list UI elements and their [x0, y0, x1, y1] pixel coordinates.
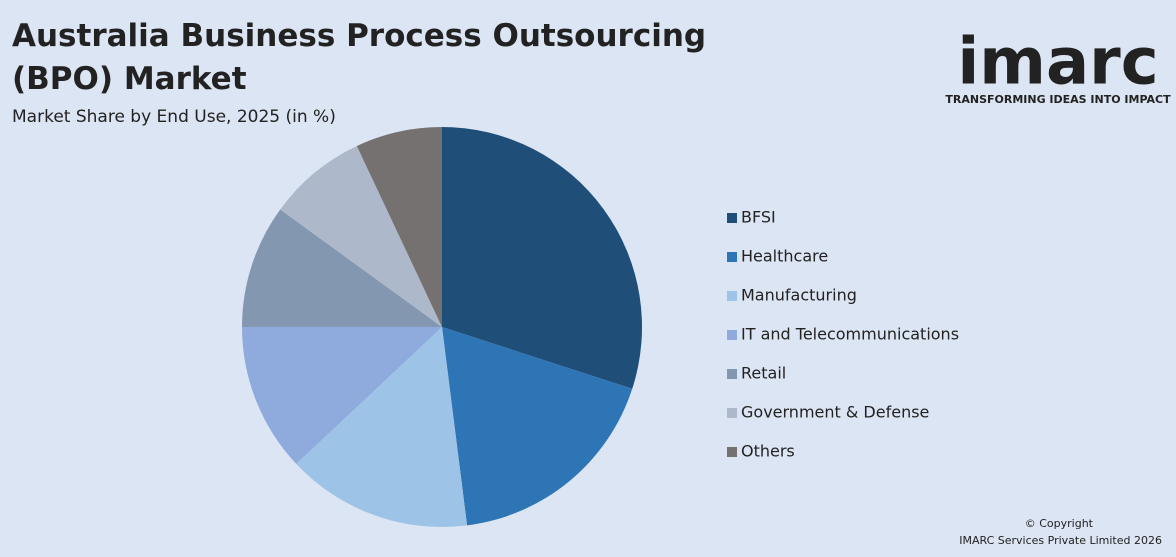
legend-swatch — [727, 408, 737, 418]
logo-text: imarc — [957, 26, 1158, 100]
legend-label: Others — [741, 442, 795, 461]
legend-label: Retail — [741, 364, 786, 383]
legend-swatch — [727, 252, 737, 262]
legend-label: Government & Defense — [741, 403, 929, 422]
legend-swatch — [727, 213, 737, 223]
pie-slice — [356, 127, 442, 327]
pie-slice — [442, 127, 642, 389]
pie-slice — [296, 327, 468, 527]
chart-subtitle: Market Share by End Use, 2025 (in %) — [12, 107, 336, 127]
legend-swatch — [727, 330, 737, 340]
pie-slice — [242, 209, 442, 327]
legend-label: IT and Telecommunications — [741, 325, 959, 344]
legend-label: Manufacturing — [741, 286, 857, 305]
legend-swatch — [727, 291, 737, 301]
pie-slice — [442, 327, 633, 526]
copyright: © Copyright — [1025, 517, 1094, 530]
copyright-owner: IMARC Services Private Limited 2026 — [959, 534, 1162, 547]
pie-slice — [242, 327, 442, 464]
logo-tagline: TRANSFORMING IDEAS INTO IMPACT — [945, 93, 1171, 106]
legend-label: BFSI — [741, 208, 776, 227]
chart-title: Australia Business Process Outsourcing (B… — [12, 18, 706, 97]
legend-swatch — [727, 369, 737, 379]
legend-label: Healthcare — [741, 247, 828, 266]
pie-slice — [280, 146, 442, 327]
legend-swatch — [727, 447, 737, 457]
